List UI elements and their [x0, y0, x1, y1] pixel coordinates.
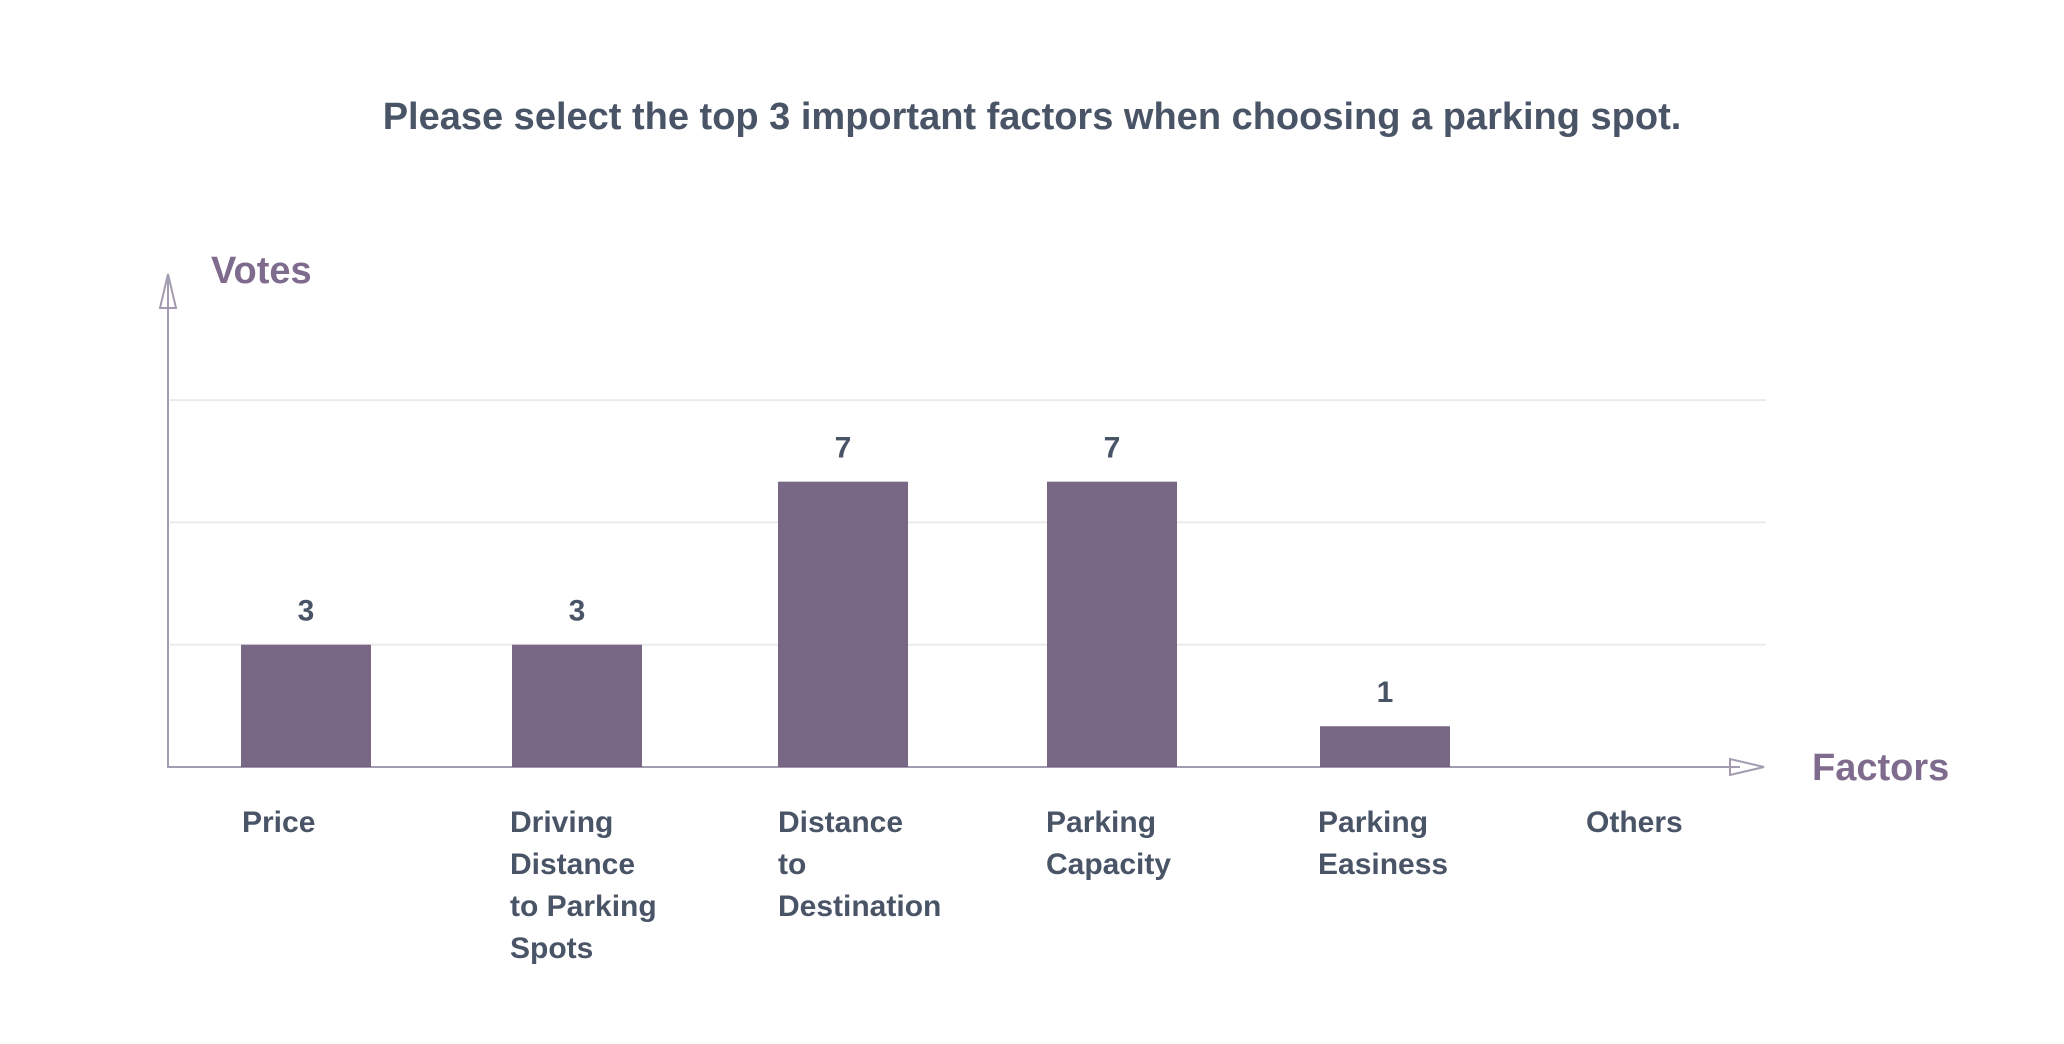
x-axis-title: Factors — [1812, 747, 1949, 789]
category-label-line: Price — [242, 806, 315, 839]
bar — [1320, 726, 1450, 767]
category-label: Parking Easiness — [1318, 806, 1448, 881]
category-label-line: Spots — [510, 932, 593, 965]
category-label-line: Easiness — [1318, 848, 1448, 881]
y-axis-arrow-icon — [158, 273, 178, 309]
category-label-line: Driving — [510, 806, 613, 839]
data-label: 7 — [835, 432, 852, 465]
bars — [241, 481, 1450, 767]
category-label: Price — [242, 806, 315, 839]
bar — [778, 481, 908, 767]
x-axis-arrow-icon — [1729, 757, 1765, 777]
data-label: 7 — [1104, 432, 1121, 465]
category-label-line: Parking — [1318, 806, 1428, 839]
bar — [1047, 481, 1177, 767]
gridlines — [170, 399, 1766, 646]
category-label-line: Distance — [778, 806, 903, 839]
category-label-line: to — [778, 848, 806, 881]
bar — [241, 644, 371, 767]
category-label-line: to Parking — [510, 890, 657, 923]
category-label-line: Others — [1586, 806, 1683, 839]
bar — [512, 644, 642, 767]
category-label: Driving Distance to Parking Spots — [510, 806, 657, 965]
category-label: Others — [1586, 806, 1683, 839]
x-axis: Factors — [168, 747, 1949, 789]
category-label: Distance to Destination — [778, 806, 941, 923]
category-label: Parking Capacity — [1046, 806, 1171, 881]
category-label-line: Destination — [778, 890, 941, 923]
y-axis: Votes — [158, 250, 312, 768]
category-labels: Price Driving Distance to Parking Spots Dista… — [242, 806, 1683, 965]
chart-title: Please select the top 3 important factor… — [383, 96, 1682, 138]
data-label: 3 — [569, 595, 586, 628]
category-label-line: Distance — [510, 848, 635, 881]
value-labels: 3 3 7 7 1 — [298, 432, 1394, 710]
y-axis-title: Votes — [211, 250, 312, 292]
category-label-line: Capacity — [1046, 848, 1171, 881]
data-label: 3 — [298, 595, 315, 628]
data-label: 1 — [1377, 676, 1394, 709]
category-label-line: Parking — [1046, 806, 1156, 839]
